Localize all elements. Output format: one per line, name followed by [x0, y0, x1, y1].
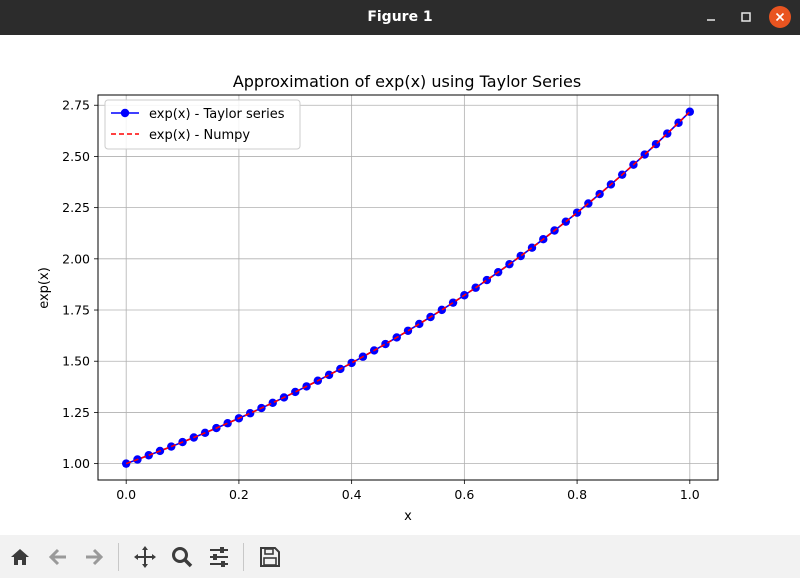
- y-tick-label: 2.00: [62, 251, 90, 266]
- taylor-series-point: [415, 319, 424, 329]
- zoom-icon: [172, 547, 193, 568]
- configure-subplots-button[interactable]: [205, 543, 233, 571]
- y-tick-label: 1.50: [62, 354, 90, 369]
- maximize-button[interactable]: [735, 6, 757, 28]
- legend: exp(x) - Taylor series exp(x) - Numpy: [104, 99, 301, 150]
- taylor-series-point: [324, 370, 334, 380]
- forward-arrow-icon: [86, 548, 104, 566]
- maximize-icon: [741, 12, 751, 22]
- y-tick-label: 2.50: [62, 149, 90, 164]
- taylor-series-point: [437, 305, 447, 315]
- taylor-series-point: [347, 358, 356, 368]
- x-tick-label: 0.4: [342, 487, 362, 502]
- chart-title: Approximation of exp(x) using Taylor Ser…: [233, 72, 581, 91]
- back-button[interactable]: [44, 543, 72, 571]
- home-button[interactable]: [6, 543, 34, 571]
- taylor-series-point: [381, 339, 390, 349]
- home-icon: [11, 549, 29, 565]
- minimize-icon: [707, 19, 715, 21]
- taylor-series-line: [125, 111, 691, 465]
- taylor-series-point: [268, 398, 277, 408]
- save-button[interactable]: [256, 543, 284, 571]
- x-tick-label: 0.8: [567, 487, 587, 502]
- figure-canvas[interactable]: Approximation of exp(x) using Taylor Ser…: [0, 35, 800, 535]
- minimize-button[interactable]: [700, 6, 722, 28]
- taylor-series-point: [291, 387, 300, 397]
- x-axis-label: x: [404, 509, 412, 524]
- toolbar-separator: [243, 543, 244, 571]
- close-icon: [775, 12, 785, 22]
- y-tick-label: 1.00: [62, 456, 90, 471]
- y-axis-label: exp(x): [37, 267, 52, 309]
- legend-taylor-label: exp(x) - Taylor series: [149, 107, 285, 122]
- y-tick-label: 2.25: [62, 200, 90, 215]
- y-tick-label: 2.75: [62, 98, 90, 113]
- taylor-series-point: [245, 409, 255, 418]
- x-tick-label: 0.2: [229, 487, 249, 502]
- taylor-series-point: [223, 419, 232, 428]
- window-titlebar: Figure 1: [0, 0, 800, 35]
- chart: Approximation of exp(x) using Taylor Ser…: [37, 72, 719, 524]
- zoom-button[interactable]: [168, 543, 196, 571]
- y-tick-label: 1.75: [62, 303, 90, 318]
- forward-button[interactable]: [80, 543, 108, 571]
- numpy-series-line: [125, 111, 691, 465]
- pan-icon: [134, 546, 156, 568]
- y-tick-label: 1.25: [62, 405, 90, 420]
- back-arrow-icon: [48, 548, 66, 566]
- legend-numpy-label: exp(x) - Numpy: [149, 128, 250, 143]
- legend-box: [104, 99, 301, 150]
- x-tick-label: 0.6: [454, 487, 474, 502]
- plot-frame: [97, 94, 719, 481]
- x-tick-label: 0.0: [116, 487, 136, 502]
- x-tick-label: 1.0: [680, 487, 700, 502]
- taylor-series-point: [448, 298, 458, 307]
- legend-taylor-marker: [120, 108, 130, 118]
- navigation-toolbar: [0, 535, 800, 578]
- save-icon: [260, 547, 280, 567]
- pan-button[interactable]: [131, 543, 159, 571]
- close-button[interactable]: [769, 6, 791, 28]
- configure-subplots-icon: [210, 547, 228, 567]
- toolbar-separator: [118, 543, 119, 571]
- window-title: Figure 1: [367, 9, 433, 25]
